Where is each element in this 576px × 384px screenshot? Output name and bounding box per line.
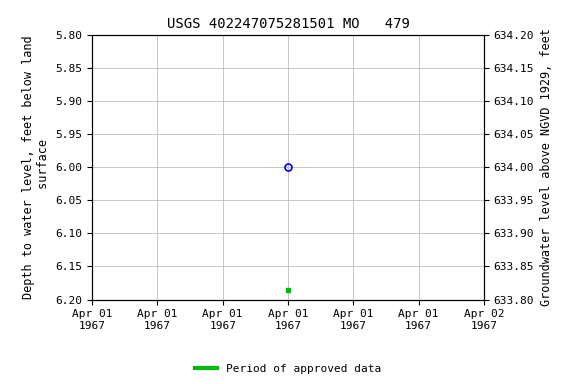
Y-axis label: Depth to water level, feet below land
 surface: Depth to water level, feet below land su…	[22, 35, 50, 299]
Y-axis label: Groundwater level above NGVD 1929, feet: Groundwater level above NGVD 1929, feet	[540, 28, 552, 306]
Title: USGS 402247075281501 MO   479: USGS 402247075281501 MO 479	[166, 17, 410, 31]
Legend: Period of approved data: Period of approved data	[191, 359, 385, 379]
